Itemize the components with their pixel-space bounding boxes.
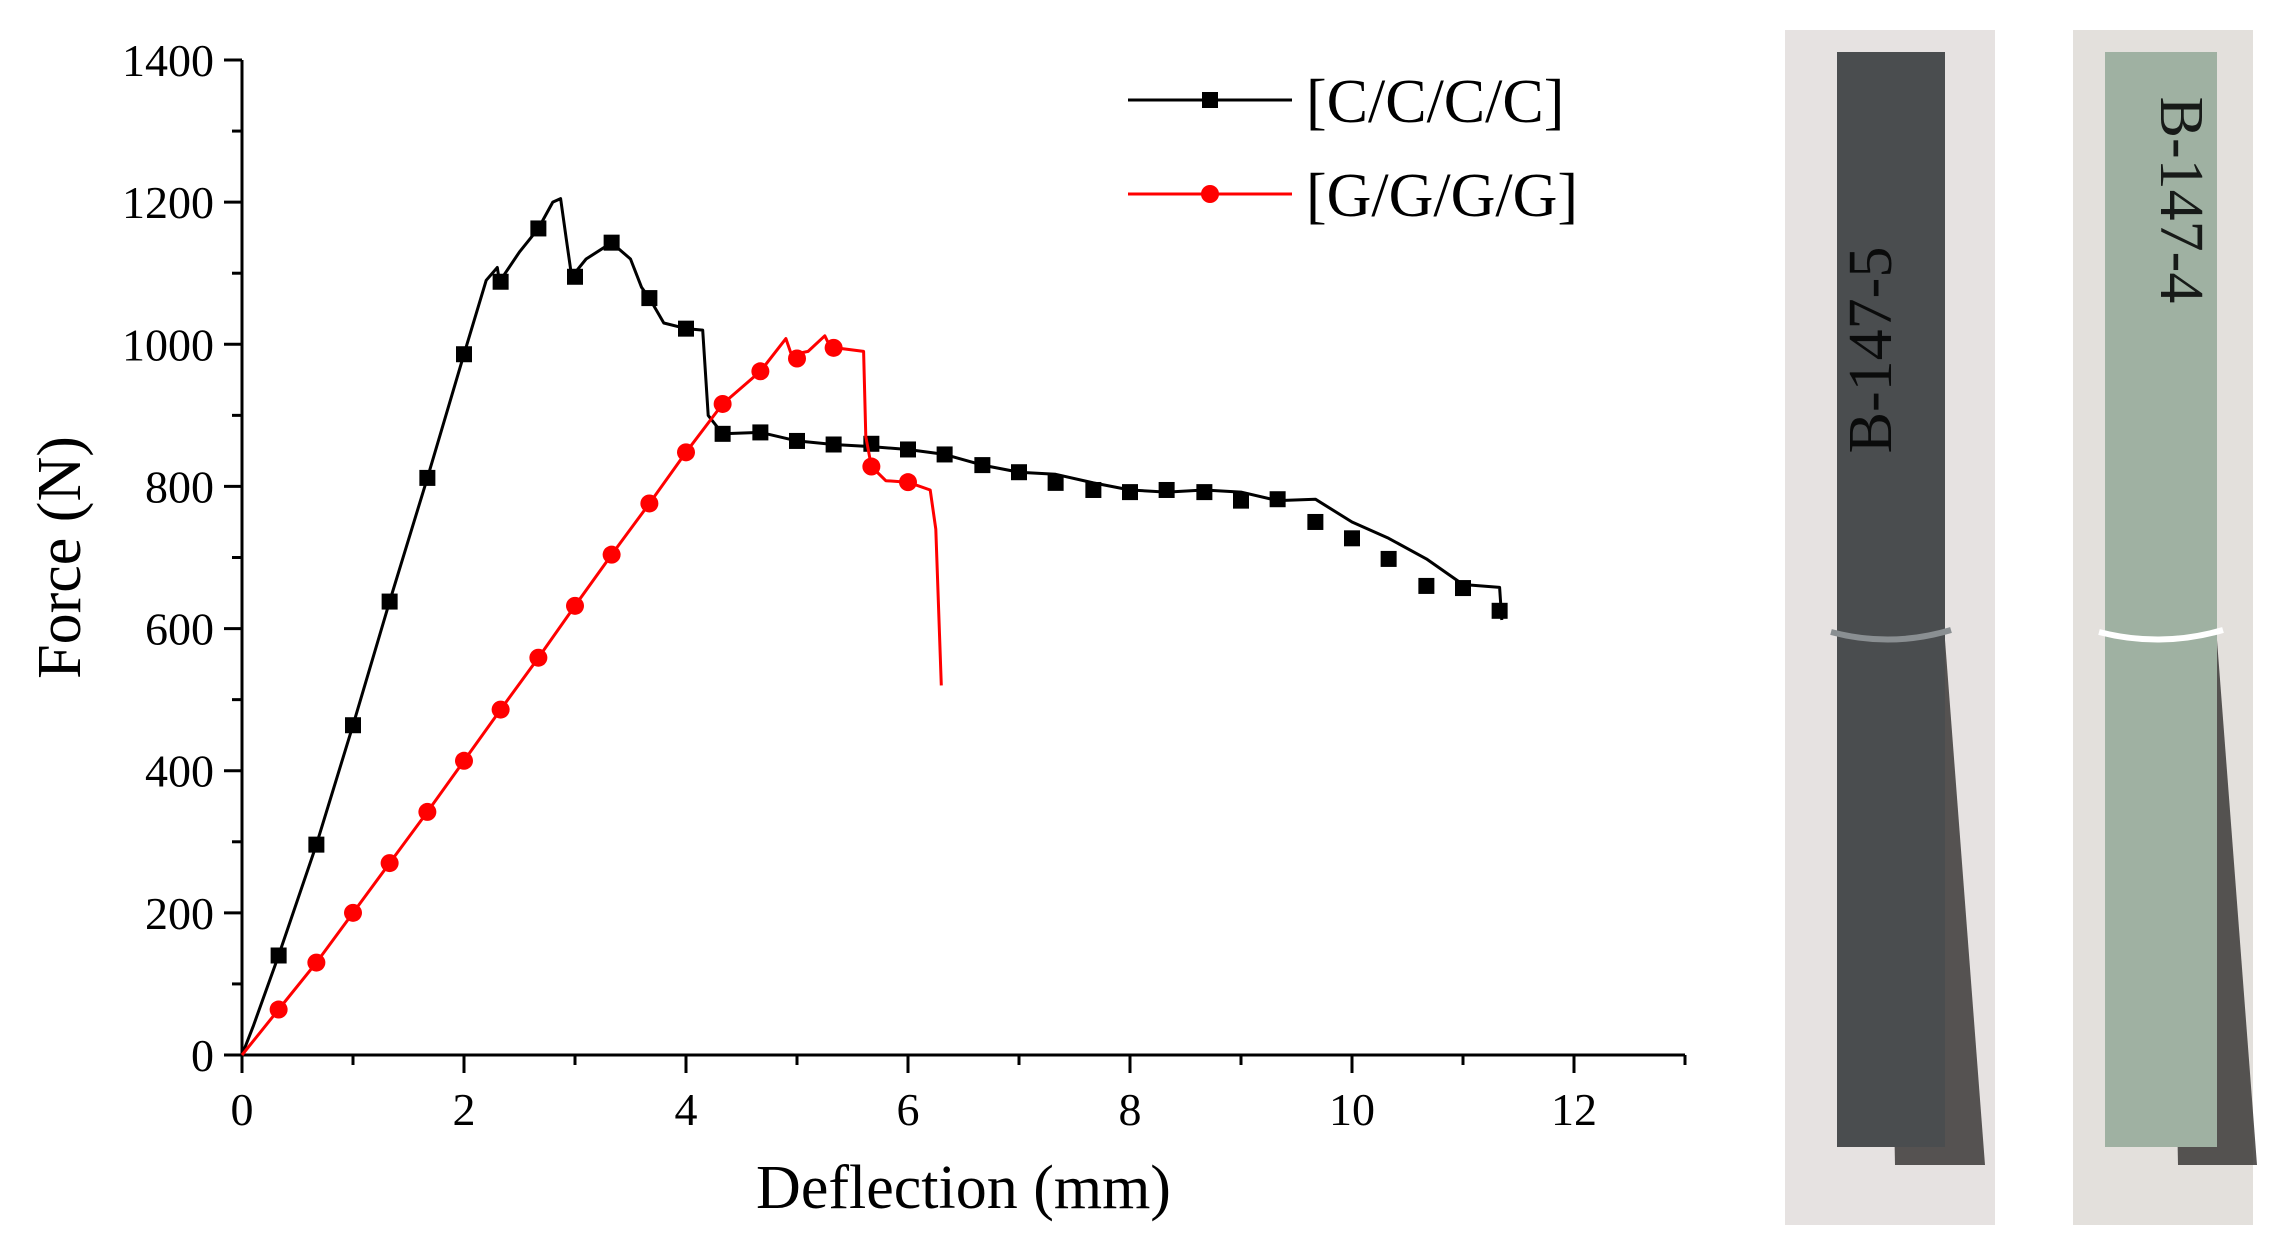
data-point: [345, 717, 361, 734]
y-tick-label: 400: [145, 746, 214, 797]
data-point: [1307, 513, 1324, 530]
data-point: [677, 443, 695, 462]
series-line: [240, 334, 943, 1056]
data-point: [602, 545, 621, 564]
legend-label: [G/G/G/G]: [1306, 162, 1578, 230]
y-axis-title: Force (N): [26, 436, 94, 679]
data-point: [1418, 577, 1435, 594]
data-point: [899, 473, 917, 492]
data-point: [974, 457, 991, 474]
x-axis-title: Deflection (mm): [756, 1154, 1171, 1222]
axes: 0 2 4 6 8 10 12 0 200 400 600 800 1000 1200 1400: [122, 35, 1687, 1135]
y-tick-label: 600: [145, 604, 214, 655]
legend: [C/C/C/C] [G/G/G/G]: [1128, 68, 1578, 230]
data-point: [678, 320, 694, 337]
data-point: [1491, 602, 1508, 619]
fracture-line: [1830, 627, 1952, 643]
y-tick-label: 200: [145, 888, 214, 939]
y-tick-label: 1200: [122, 177, 214, 228]
data-point: [1085, 481, 1102, 498]
data-point: [380, 854, 399, 873]
legend-item: [G/G/G/G]: [1128, 162, 1578, 230]
data-point: [714, 425, 731, 442]
x-tick-label: 4: [675, 1084, 698, 1135]
y-tick-label: 1000: [122, 319, 214, 370]
data-point: [824, 338, 843, 357]
legend-marker: [1202, 92, 1218, 108]
data-point: [1158, 481, 1175, 498]
x-tick-label: 12: [1551, 1084, 1597, 1135]
data-point: [862, 457, 881, 476]
specimen-photo-carbon: B-147-5: [1785, 30, 1995, 1225]
data-point: [529, 648, 548, 667]
data-point: [492, 273, 509, 290]
series-line: [240, 197, 1504, 1056]
data-point: [1455, 580, 1471, 597]
data-point: [788, 349, 806, 368]
data-point: [825, 436, 842, 453]
data-point: [491, 700, 510, 719]
y-tick-label: 1400: [122, 35, 214, 86]
data-point: [1196, 484, 1213, 501]
data-point: [1344, 530, 1360, 547]
legend-label: [C/C/C/C]: [1306, 68, 1564, 136]
data-point: [455, 751, 473, 770]
data-point: [269, 1000, 288, 1019]
data-point: [567, 268, 583, 285]
data-point: [381, 593, 398, 610]
data-point: [751, 362, 770, 381]
data-point: [456, 346, 472, 363]
data-point: [641, 290, 658, 307]
data-point: [640, 494, 659, 513]
y-tick-label: 0: [191, 1030, 214, 1081]
data-point: [1122, 484, 1138, 501]
x-tick-label: 2: [453, 1084, 476, 1135]
x-tick-label: 0: [231, 1084, 254, 1135]
data-point: [530, 220, 547, 237]
data-point: [752, 424, 769, 441]
data-point: [1011, 464, 1027, 481]
data-point: [418, 802, 437, 821]
data-point: [566, 596, 584, 615]
data-point: [936, 446, 953, 463]
x-tick-label: 8: [1119, 1084, 1142, 1135]
series-layer: [240, 197, 1508, 1056]
specimen-label: B-147-4: [2147, 97, 2215, 304]
data-point: [900, 441, 916, 458]
data-point: [307, 953, 326, 972]
data-point: [308, 836, 325, 853]
data-point: [713, 394, 732, 413]
specimen-strip: [1837, 52, 1945, 1147]
data-point: [603, 234, 620, 251]
specimen-strip: [2105, 52, 2217, 1147]
data-point: [1269, 491, 1286, 508]
legend-marker: [1201, 185, 1219, 203]
data-point: [344, 903, 362, 922]
data-point: [1233, 492, 1249, 509]
x-tick-label: 6: [897, 1084, 920, 1135]
x-tick-label: 10: [1329, 1084, 1375, 1135]
data-point: [270, 947, 287, 964]
data-point: [789, 432, 805, 449]
y-tick-label: 800: [145, 461, 214, 512]
specimen-label: B-147-5: [1837, 247, 1905, 454]
fracture-line: [2098, 627, 2224, 643]
series-carbon: [240, 197, 1508, 1056]
specimen-photo-glass: B-147-4: [2073, 30, 2257, 1225]
data-point: [1380, 550, 1397, 567]
data-point: [419, 469, 436, 486]
series-glass: [240, 334, 943, 1056]
data-point: [1047, 474, 1064, 491]
legend-item: [C/C/C/C]: [1128, 68, 1564, 136]
